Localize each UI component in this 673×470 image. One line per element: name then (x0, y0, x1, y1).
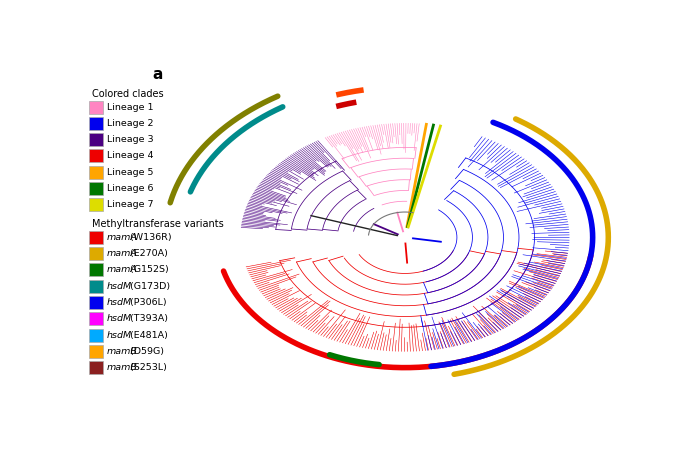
Text: Lineage 1: Lineage 1 (107, 102, 153, 111)
Bar (90, 247, 103, 260)
Text: Lineage 7: Lineage 7 (107, 200, 153, 209)
Text: mamA: mamA (107, 233, 138, 242)
Text: (G152S): (G152S) (127, 266, 169, 274)
Bar (90, 149, 103, 163)
Bar (90, 182, 103, 195)
Text: (P306L): (P306L) (127, 298, 166, 307)
Bar (90, 133, 103, 146)
Text: (D59G): (D59G) (127, 347, 164, 356)
Bar (90, 361, 103, 374)
Bar (90, 345, 103, 358)
Text: hsdM: hsdM (107, 298, 133, 307)
Text: (E270A): (E270A) (127, 249, 168, 258)
Bar (90, 296, 103, 309)
Text: Lineage 2: Lineage 2 (107, 119, 153, 128)
Bar (90, 280, 103, 293)
Bar (90, 329, 103, 342)
Text: (T393A): (T393A) (127, 314, 168, 323)
Bar (90, 117, 103, 130)
Bar (90, 198, 103, 212)
Bar (90, 312, 103, 325)
Text: Methyltransferase variants: Methyltransferase variants (92, 219, 223, 229)
Text: (W136R): (W136R) (127, 233, 172, 242)
Bar (90, 166, 103, 179)
Text: Lineage 3: Lineage 3 (107, 135, 153, 144)
Text: a: a (152, 67, 162, 82)
Text: Lineage 6: Lineage 6 (107, 184, 153, 193)
Text: mamA: mamA (107, 266, 138, 274)
Text: Lineage 5: Lineage 5 (107, 168, 153, 177)
Text: (G173D): (G173D) (127, 282, 170, 291)
Text: (E481A): (E481A) (127, 330, 168, 339)
Bar (90, 231, 103, 244)
Circle shape (398, 233, 412, 242)
Text: mamB: mamB (107, 363, 138, 372)
Text: mamB: mamB (107, 347, 138, 356)
Bar (90, 263, 103, 276)
Text: mamA: mamA (107, 249, 138, 258)
Text: Lineage 4: Lineage 4 (107, 151, 153, 160)
Text: hsdM: hsdM (107, 330, 133, 339)
Text: hsdM: hsdM (107, 282, 133, 291)
Text: Colored clades: Colored clades (92, 89, 164, 99)
Bar (90, 101, 103, 114)
Text: (S253L): (S253L) (127, 363, 167, 372)
Text: hsdM: hsdM (107, 314, 133, 323)
